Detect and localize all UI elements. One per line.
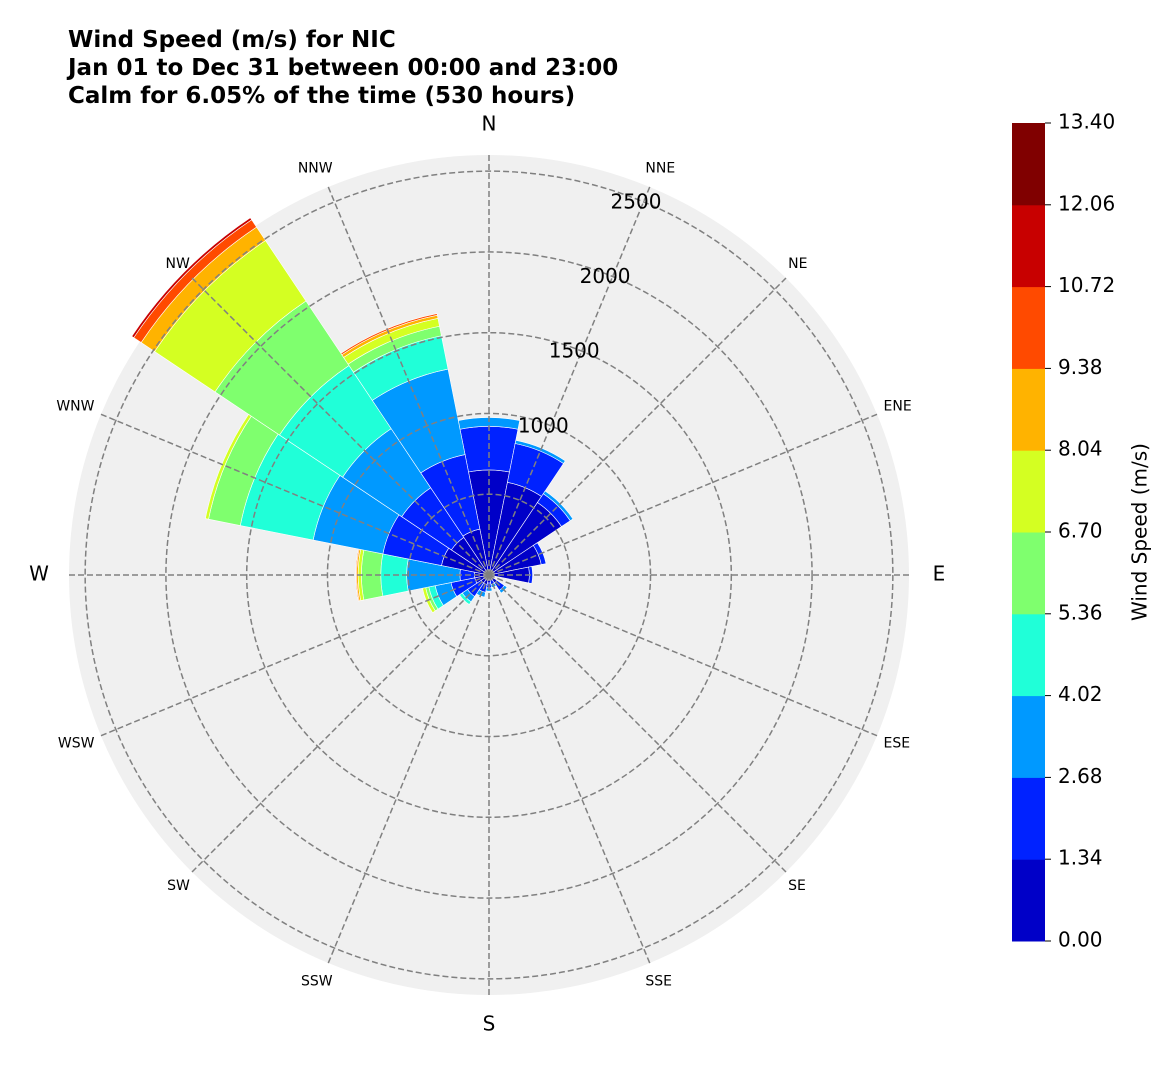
compass-label-ssw: SSW [301, 974, 333, 990]
compass-label-n: N [482, 112, 497, 136]
compass-label-se: SE [788, 878, 806, 894]
colorbar-tick-label: 8.04 [1058, 437, 1103, 461]
colorbar-tick-label: 1.34 [1058, 846, 1103, 870]
bar-nnw-bin-7 [340, 313, 438, 356]
radial-tick-label: 1500 [549, 339, 600, 363]
colorbar-segment-7 [1012, 286, 1045, 369]
colorbar-segment-6 [1012, 368, 1045, 451]
radial-tick-label: 2000 [580, 264, 631, 288]
compass-label-wsw: WSW [58, 735, 95, 751]
chart-title-line-1: Wind Speed (m/s) for NIC [68, 27, 396, 53]
colorbar-tick-label: 13.40 [1058, 110, 1115, 134]
colorbar-segment-3 [1012, 613, 1045, 697]
grid-spoke [100, 574, 490, 737]
grid-spoke [191, 574, 490, 873]
grid-spoke [327, 186, 490, 576]
grid-circle [84, 170, 894, 980]
grid-spoke [488, 574, 878, 737]
compass-label-ese: ESE [884, 735, 911, 751]
grid-spoke [100, 413, 490, 576]
bar-nw-bin-8 [131, 217, 253, 339]
compass-label-ne: NE [788, 256, 807, 272]
compass-label-wnw: WNW [56, 399, 94, 415]
chart-title: Wind Speed (m/s) for NIC Jan 01 to Dec 3… [68, 26, 618, 110]
colorbar-tick-label: 6.70 [1058, 519, 1103, 543]
grid-spoke [488, 574, 651, 964]
compass-label-w: W [29, 562, 49, 586]
polar-grid [69, 155, 909, 995]
radial-tick-label: 1000 [518, 413, 569, 437]
colorbar-tick-label: 4.02 [1058, 682, 1103, 706]
compass-label-sse: SSE [645, 974, 672, 990]
radial-tick-label: 2500 [611, 189, 662, 213]
grid-spoke [327, 574, 490, 964]
polar-labels: 1000 1500 2000 2500 N NNE NE ENE E ESE SE SSE S SSW SW… [29, 112, 945, 1036]
compass-label-sw: SW [167, 878, 190, 894]
grid-circle [326, 412, 652, 738]
colorbar-segment-0 [1012, 859, 1045, 942]
colorbar-segment-4 [1012, 532, 1045, 615]
grid-spoke [488, 413, 878, 576]
grid-spoke [488, 186, 651, 576]
compass-label-s: S [483, 1012, 496, 1036]
colorbar-segment-8 [1012, 204, 1045, 288]
bar-ne-bin-2 [542, 490, 574, 522]
grid-spoke [488, 574, 787, 873]
chart-title-line-2: Jan 01 to Dec 31 between 00:00 and 23:00 [68, 55, 619, 81]
colorbar-tick-label: 10.72 [1058, 273, 1115, 297]
colorbar-segment-9 [1012, 123, 1045, 206]
colorbar-segment-2 [1012, 695, 1045, 778]
grid-spoke [191, 277, 490, 576]
grid-circle [245, 331, 733, 819]
colorbar-tick-label: 12.06 [1058, 191, 1115, 215]
colorbar-label: Wind Speed (m/s) [1128, 443, 1152, 621]
bar-n-bin-2 [457, 417, 521, 430]
compass-label-e: E [933, 562, 946, 586]
colorbar-tick-label: 0.00 [1058, 928, 1103, 952]
compass-label-ene: ENE [884, 399, 912, 415]
colorbar-tick-label: 9.38 [1058, 355, 1103, 379]
colorbar-tick-label: 5.36 [1058, 600, 1103, 624]
colorbar-segment-5 [1012, 450, 1045, 533]
bar-nne-bin-2 [514, 439, 566, 464]
colorbar-segment-1 [1012, 777, 1045, 860]
compass-label-nnw: NNW [298, 160, 333, 176]
grid-spoke [488, 277, 787, 576]
compass-label-nne: NNE [645, 160, 675, 176]
colorbar-tick-label: 2.68 [1058, 764, 1103, 788]
compass-label-nw: NW [166, 256, 190, 272]
chart-title-line-3: Calm for 6.05% of the time (530 hours) [68, 83, 576, 109]
grid-circle [165, 251, 813, 899]
grid-circle [407, 493, 571, 657]
colorbar: 0.00 1.34 2.68 4.02 5.36 6.70 8.04 9.38 10.72 12.… [1012, 110, 1152, 952]
